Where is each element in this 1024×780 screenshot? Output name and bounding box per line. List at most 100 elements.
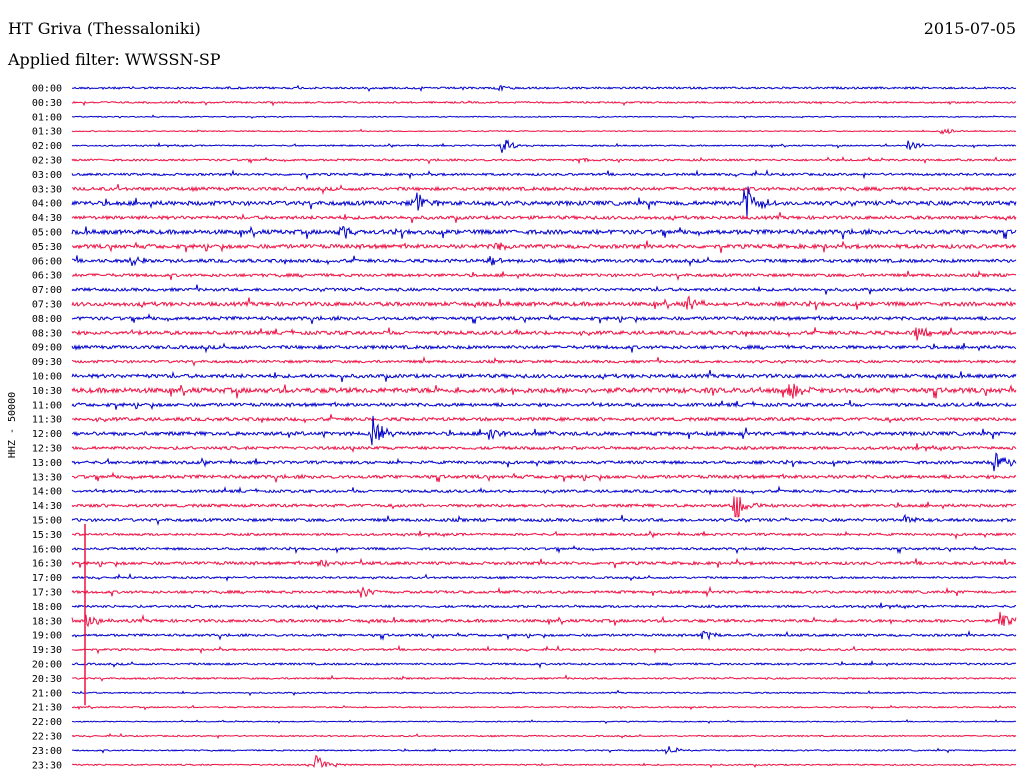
trace-row (71, 659, 1017, 669)
row-tick-label: 04:30 (32, 213, 62, 224)
trace-row (71, 530, 1017, 540)
row-tick-label: 15:30 (32, 530, 62, 541)
row-tick-label: 16:00 (32, 544, 62, 555)
trace-row (71, 270, 1017, 282)
trace-row (71, 383, 1017, 399)
trace-row (71, 611, 1017, 628)
trace-row (71, 452, 1017, 472)
row-tick-label: 15:00 (32, 516, 62, 527)
trace-row (71, 471, 1017, 483)
trace-row (71, 212, 1017, 224)
row-tick-label: 12:30 (32, 444, 62, 455)
row-tick-label: 01:30 (32, 127, 62, 138)
row-tick-label: 23:00 (32, 746, 62, 757)
row-tick-label: 14:30 (32, 501, 62, 512)
trace-row (72, 114, 1017, 120)
row-tick-label: 20:00 (32, 660, 62, 671)
row-tick-label: 23:30 (32, 760, 62, 771)
trace-row (71, 399, 1017, 411)
trace-row (71, 719, 1017, 725)
trace-row (71, 183, 1017, 196)
row-tick-label: 07:00 (32, 285, 62, 296)
trace-row (71, 225, 1017, 240)
trace-row (71, 369, 1017, 383)
trace-row (71, 689, 1017, 697)
row-tick-label: 10:30 (32, 386, 62, 397)
trace-row (71, 313, 1017, 325)
trace-row (71, 155, 1017, 165)
trace-row (71, 443, 1017, 453)
row-tick-label: 11:30 (32, 415, 62, 426)
row-tick-label: 04:00 (32, 199, 62, 210)
trace-row (71, 496, 1017, 518)
row-tick-label: 06:00 (32, 256, 62, 267)
date-label: 2015-07-05 (923, 19, 1016, 38)
trace-row (71, 127, 1017, 135)
row-tick-label: 09:00 (32, 343, 62, 354)
row-tick-label: 18:30 (32, 616, 62, 627)
row-tick-label: 00:00 (32, 84, 62, 95)
trace-row (71, 630, 1017, 641)
trace-row (71, 139, 1017, 153)
trace-row (72, 754, 1017, 769)
trace-row (71, 572, 1017, 582)
trace-row (71, 414, 1017, 424)
row-tick-label: 17:00 (32, 573, 62, 584)
row-tick-label: 03:30 (32, 184, 62, 195)
row-tick-label: 21:30 (32, 703, 62, 714)
seismic-traces (71, 84, 1017, 769)
row-tick-label: 02:00 (32, 141, 62, 152)
trace-row (71, 240, 1017, 254)
y-axis-label: HHZ - 50000 (7, 392, 18, 458)
trace-row (72, 84, 1017, 93)
trace-row (71, 326, 1017, 341)
trace-row (71, 644, 1017, 655)
row-tick-label: 21:00 (32, 688, 62, 699)
row-tick-label: 10:00 (32, 372, 62, 383)
trace-row (71, 513, 1017, 526)
row-tick-label: 05:00 (32, 228, 62, 239)
trace-row (71, 355, 1017, 367)
trace-row (71, 284, 1017, 295)
trace-row (71, 485, 1017, 496)
station-title: HT Griva (Thessaloniki) (8, 19, 201, 38)
row-tick-label: 17:30 (32, 588, 62, 599)
row-tick-label: 08:00 (32, 314, 62, 325)
row-tick-label: 05:30 (32, 242, 62, 253)
row-tick-label: 19:30 (32, 645, 62, 656)
row-tick-labels: 00:00 00:30 01:00 01:30 02:00 02:30 03:00 03:30… (32, 84, 62, 772)
row-tick-label: 02:30 (32, 156, 62, 167)
row-tick-label: 00:30 (32, 98, 62, 109)
trace-row (71, 585, 1017, 598)
trace-row (71, 557, 1016, 569)
trace-row (71, 168, 1017, 180)
row-tick-label: 09:30 (32, 357, 62, 368)
trace-row (72, 674, 1017, 682)
row-tick-label: 13:30 (32, 472, 62, 483)
row-tick-label: 03:00 (32, 170, 62, 181)
row-tick-label: 14:00 (32, 487, 62, 498)
filter-label: Applied filter: WWSSN-SP (8, 50, 221, 69)
trace-row (72, 99, 1017, 107)
row-tick-label: 06:30 (32, 271, 62, 282)
trace-row (71, 186, 1017, 219)
row-tick-label: 12:00 (32, 429, 62, 440)
trace-row (71, 545, 1017, 555)
row-tick-label: 20:30 (32, 674, 62, 685)
row-tick-label: 22:00 (32, 717, 62, 728)
trace-row (71, 746, 1017, 755)
trace-row (71, 415, 1017, 446)
row-tick-label: 13:00 (32, 458, 62, 469)
trace-row (71, 342, 1017, 354)
trace-row (71, 602, 1017, 611)
row-tick-label: 16:30 (32, 559, 62, 570)
row-tick-label: 01:00 (32, 112, 62, 123)
row-tick-label: 08:30 (32, 328, 62, 339)
row-tick-label: 11:00 (32, 400, 62, 411)
row-tick-label: 18:00 (32, 602, 62, 613)
row-tick-label: 07:30 (32, 300, 62, 311)
trace-row (71, 732, 1017, 739)
trace-row (71, 295, 1017, 311)
trace-row (72, 255, 1017, 268)
